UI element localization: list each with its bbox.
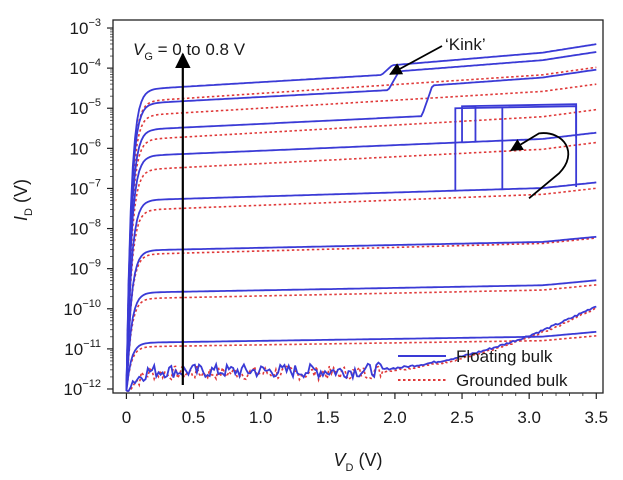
kink-arrow xyxy=(389,45,443,75)
y-tick-label: 10−11 xyxy=(64,338,101,359)
floating-curve xyxy=(125,68,597,392)
x-tick-label: 3.0 xyxy=(517,408,541,427)
y-tick-label: 10−7 xyxy=(70,177,101,198)
x-tick-label: 2.0 xyxy=(383,408,407,427)
grounded-curve xyxy=(125,237,597,392)
legend-label-floating: Floating bulk xyxy=(456,347,553,366)
hysteresis-loop xyxy=(454,105,578,191)
floating-curve xyxy=(126,305,597,392)
kink-label: ‘Kink’ xyxy=(445,35,486,54)
floating-curve xyxy=(125,330,597,392)
x-tick-label: 1.0 xyxy=(249,408,273,427)
y-tick-label: 10−5 xyxy=(70,97,101,118)
floating-curve xyxy=(125,51,597,392)
x-axis-title: VD (V) xyxy=(334,450,383,474)
grounded-curve xyxy=(125,335,597,392)
floating-curve xyxy=(125,43,597,392)
floating-curve xyxy=(125,279,597,392)
y-tick-label: 10−12 xyxy=(63,378,101,399)
y-axis-title: ID (V) xyxy=(11,179,35,221)
grounded-curve xyxy=(125,83,597,392)
grounded-curve xyxy=(125,108,597,392)
grounded-curve xyxy=(125,187,597,392)
y-tick-label: 10−10 xyxy=(63,298,101,319)
grounded-curve xyxy=(125,66,597,392)
y-tick-label: 10−8 xyxy=(70,218,101,239)
y-tick-label: 10−6 xyxy=(70,137,101,158)
plot-frame xyxy=(112,19,604,394)
hysteresis-loop xyxy=(461,103,578,143)
vg-sweep-label: VG = 0 to 0.8 V xyxy=(133,40,246,63)
x-tick-label: 0 xyxy=(122,408,131,427)
y-tick-label: 10−3 xyxy=(70,17,101,38)
ticks-layer: 0 0.5 1.0 1.5 2.0 2.5 3.0 3.5 10−12 10−11 10−10 10−… xyxy=(63,17,608,427)
legend-label-grounded: Grounded bulk xyxy=(456,371,568,390)
grounded-curve xyxy=(125,284,597,392)
x-tick-label: 2.5 xyxy=(450,408,474,427)
floating-curve xyxy=(125,181,597,392)
y-tick-label: 10−9 xyxy=(70,258,101,279)
x-tick-label: 3.5 xyxy=(584,408,608,427)
grounded-curve xyxy=(125,141,597,392)
annotations: VG = 0 to 0.8 V ‘Kink’ xyxy=(133,35,570,385)
x-tick-label: 1.5 xyxy=(316,408,340,427)
x-tick-label: 0.5 xyxy=(182,408,206,427)
hysteresis-arrow xyxy=(509,132,570,200)
floating-curve xyxy=(125,235,597,392)
curves-layer xyxy=(125,43,597,392)
legend: Floating bulk Grounded bulk xyxy=(398,347,568,390)
y-tick-label: 10−4 xyxy=(70,57,101,78)
